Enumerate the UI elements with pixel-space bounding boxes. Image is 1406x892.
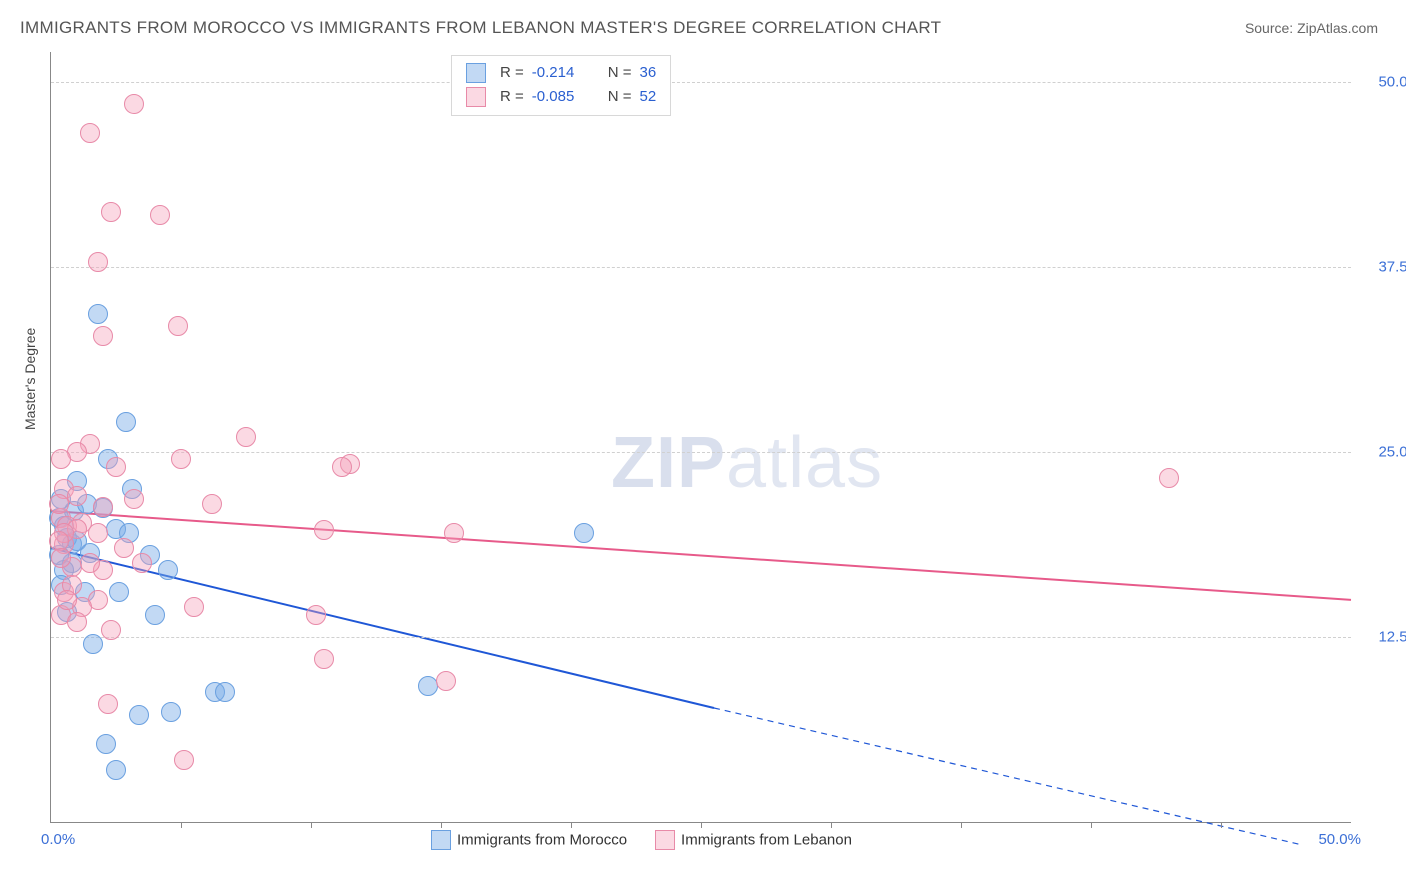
legend-swatch: [655, 830, 675, 850]
y-tick-label: 37.5%: [1361, 258, 1406, 275]
x-tick: [961, 822, 962, 828]
data-point: [314, 520, 334, 540]
x-tick: [831, 822, 832, 828]
x-tick: [1091, 822, 1092, 828]
gridline: [51, 82, 1351, 83]
data-point: [106, 457, 126, 477]
gridline: [51, 637, 1351, 638]
data-point: [80, 553, 100, 573]
data-point: [98, 694, 118, 714]
x-tick: [701, 822, 702, 828]
data-point: [67, 612, 87, 632]
data-point: [124, 94, 144, 114]
legend-stats-row: R =-0.214N =36: [466, 61, 656, 85]
data-point: [124, 489, 144, 509]
data-point: [101, 620, 121, 640]
y-tick-label: 50.0%: [1361, 73, 1406, 90]
data-point: [161, 702, 181, 722]
data-point: [93, 497, 113, 517]
x-axis-max-label: 50.0%: [1318, 831, 1361, 848]
x-tick: [441, 822, 442, 828]
y-tick-label: 25.0%: [1361, 443, 1406, 460]
data-point: [93, 326, 113, 346]
data-point: [436, 671, 456, 691]
data-point: [51, 548, 71, 568]
legend-series-item: Immigrants from Morocco: [431, 831, 627, 848]
data-point: [101, 202, 121, 222]
data-point: [418, 676, 438, 696]
data-point: [83, 634, 103, 654]
x-axis-min-label: 0.0%: [41, 831, 75, 848]
data-point: [574, 523, 594, 543]
data-point: [158, 560, 178, 580]
legend-swatch: [431, 830, 451, 850]
data-point: [88, 304, 108, 324]
data-point: [80, 123, 100, 143]
data-point: [306, 605, 326, 625]
data-point: [132, 553, 152, 573]
data-point: [67, 486, 87, 506]
data-point: [129, 705, 149, 725]
data-point: [88, 252, 108, 272]
x-tick: [571, 822, 572, 828]
x-tick: [181, 822, 182, 828]
data-point: [314, 649, 334, 669]
legend-series-item: Immigrants from Lebanon: [655, 831, 852, 848]
data-point: [57, 590, 77, 610]
data-point: [202, 494, 222, 514]
data-point: [444, 523, 464, 543]
data-point: [109, 582, 129, 602]
data-point: [51, 449, 71, 469]
data-point: [332, 457, 352, 477]
data-point: [1159, 468, 1179, 488]
x-tick: [1221, 822, 1222, 828]
data-point: [106, 760, 126, 780]
gridline: [51, 267, 1351, 268]
data-point: [174, 750, 194, 770]
y-axis-label: Master's Degree: [22, 328, 38, 430]
data-point: [184, 597, 204, 617]
data-point: [236, 427, 256, 447]
source-label: Source: ZipAtlas.com: [1245, 20, 1378, 36]
y-tick-label: 12.5%: [1361, 628, 1406, 645]
gridline: [51, 452, 1351, 453]
scatter-plot: ZIPatlas R =-0.214N =36R =-0.085N =52 0.…: [50, 52, 1351, 823]
data-point: [114, 538, 134, 558]
page-title: IMMIGRANTS FROM MOROCCO VS IMMIGRANTS FR…: [20, 18, 941, 38]
x-tick: [311, 822, 312, 828]
data-point: [88, 523, 108, 543]
data-point: [49, 494, 69, 514]
legend-swatch: [466, 63, 486, 83]
data-point: [215, 682, 235, 702]
legend-stats: R =-0.214N =36R =-0.085N =52: [451, 55, 671, 116]
legend-stats-row: R =-0.085N =52: [466, 85, 656, 109]
data-point: [145, 605, 165, 625]
data-point: [171, 449, 191, 469]
legend-series: Immigrants from Morocco Immigrants from L…: [431, 830, 880, 850]
legend-swatch: [466, 87, 486, 107]
data-point: [150, 205, 170, 225]
data-point: [116, 412, 136, 432]
data-point: [96, 734, 116, 754]
data-point: [168, 316, 188, 336]
